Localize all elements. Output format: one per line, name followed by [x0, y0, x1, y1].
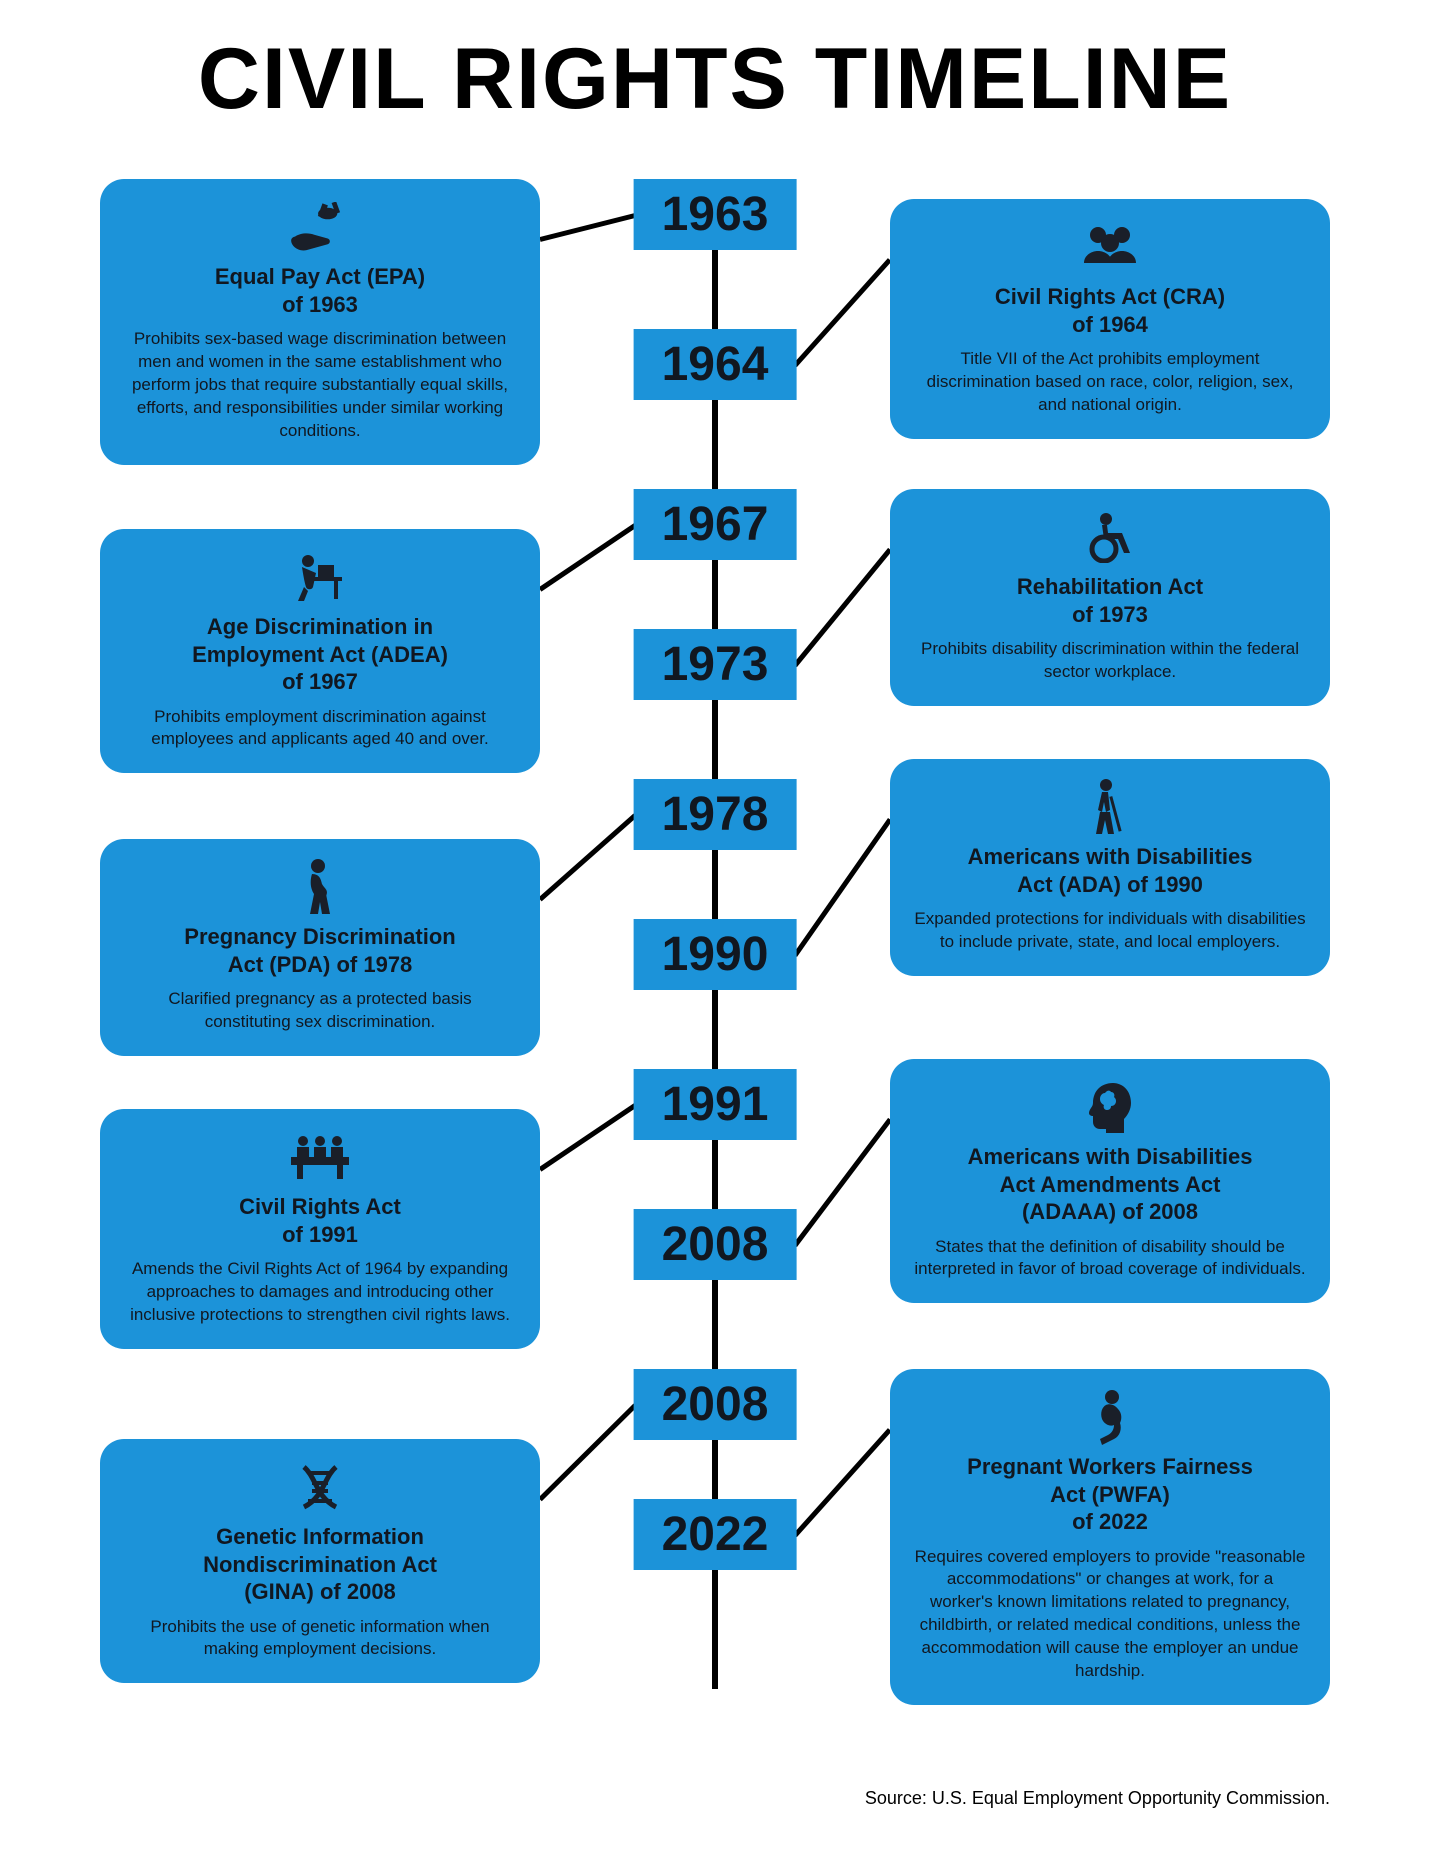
year-marker: 1973 [634, 629, 797, 700]
card-description: Prohibits disability discrimination with… [914, 638, 1306, 684]
pregnant-icon [124, 857, 516, 917]
card-title: Pregnancy DiscriminationAct (PDA) of 197… [124, 923, 516, 978]
timeline-card: Genetic InformationNondiscrimination Act… [100, 1439, 540, 1683]
timeline-card: Pregnancy DiscriminationAct (PDA) of 197… [100, 839, 540, 1056]
connector-line [538, 1403, 637, 1501]
year-marker: 1964 [634, 329, 797, 400]
connector-line [793, 547, 892, 666]
blind-cane-icon [914, 777, 1306, 837]
hand-money-icon [124, 197, 516, 257]
head-brain-icon [914, 1077, 1306, 1137]
pregnant-seated-icon [914, 1387, 1306, 1447]
card-title: Equal Pay Act (EPA)of 1963 [124, 263, 516, 318]
card-title: Americans with DisabilitiesAct Amendment… [914, 1143, 1306, 1226]
people-group-icon [914, 217, 1306, 277]
source-attribution: Source: U.S. Equal Employment Opportunit… [865, 1788, 1330, 1809]
card-description: Requires covered employers to provide "r… [914, 1546, 1306, 1684]
connector-line [539, 523, 637, 591]
year-marker: 2022 [634, 1499, 797, 1570]
dna-icon [124, 1457, 516, 1517]
connector-line [793, 1427, 892, 1536]
timeline-card: Civil Rights Actof 1991 Amends the Civil … [100, 1109, 540, 1349]
page-title: CIVIL RIGHTS TIMELINE [60, 30, 1370, 129]
card-title: Genetic InformationNondiscrimination Act… [124, 1523, 516, 1606]
card-description: Amends the Civil Rights Act of 1964 by e… [124, 1258, 516, 1327]
card-description: Prohibits employment discrimination agai… [124, 706, 516, 752]
year-marker: 1991 [634, 1069, 797, 1140]
card-title: Civil Rights Act (CRA)of 1964 [914, 283, 1306, 338]
timeline-card: Age Discrimination inEmployment Act (ADE… [100, 529, 540, 773]
card-title: Age Discrimination inEmployment Act (ADE… [124, 613, 516, 696]
card-description: Clarified pregnancy as a protected basis… [124, 988, 516, 1034]
timeline-container: 1963 1964 1967 1973 1978 1990 1991 2008 2008 2022… [60, 159, 1370, 1809]
year-marker: 1978 [634, 779, 797, 850]
card-description: Prohibits the use of genetic information… [124, 1616, 516, 1662]
timeline-card: Americans with DisabilitiesAct Amendment… [890, 1059, 1330, 1303]
year-marker: 2008 [634, 1209, 797, 1280]
timeline-card: Pregnant Workers FairnessAct (PWFA)of 20… [890, 1369, 1330, 1705]
year-marker: 1967 [634, 489, 797, 560]
card-title: Civil Rights Actof 1991 [124, 1193, 516, 1248]
connector-line [538, 813, 636, 901]
person-desk-icon [124, 547, 516, 607]
panel-icon [124, 1127, 516, 1187]
year-marker: 1990 [634, 919, 797, 990]
connector-line [539, 213, 635, 242]
card-description: Title VII of the Act prohibits employmen… [914, 348, 1306, 417]
connector-line [793, 257, 892, 366]
card-title: Americans with DisabilitiesAct (ADA) of … [914, 843, 1306, 898]
card-description: Expanded protections for individuals wit… [914, 908, 1306, 954]
wheelchair-icon [914, 507, 1306, 567]
timeline-card: Rehabilitation Actof 1973 Prohibits disab… [890, 489, 1330, 706]
card-title: Rehabilitation Actof 1973 [914, 573, 1306, 628]
card-description: Prohibits sex-based wage discrimination … [124, 328, 516, 443]
connector-line [539, 1103, 637, 1171]
connector-line [793, 818, 892, 957]
card-description: States that the definition of disability… [914, 1236, 1306, 1282]
timeline-card: Equal Pay Act (EPA)of 1963 Prohibits sex-… [100, 179, 540, 465]
card-title: Pregnant Workers FairnessAct (PWFA)of 20… [914, 1453, 1306, 1536]
connector-line [793, 1117, 892, 1246]
timeline-card: Americans with DisabilitiesAct (ADA) of … [890, 759, 1330, 976]
timeline-card: Civil Rights Act (CRA)of 1964 Title VII o… [890, 199, 1330, 439]
year-marker: 1963 [634, 179, 797, 250]
year-marker: 2008 [634, 1369, 797, 1440]
